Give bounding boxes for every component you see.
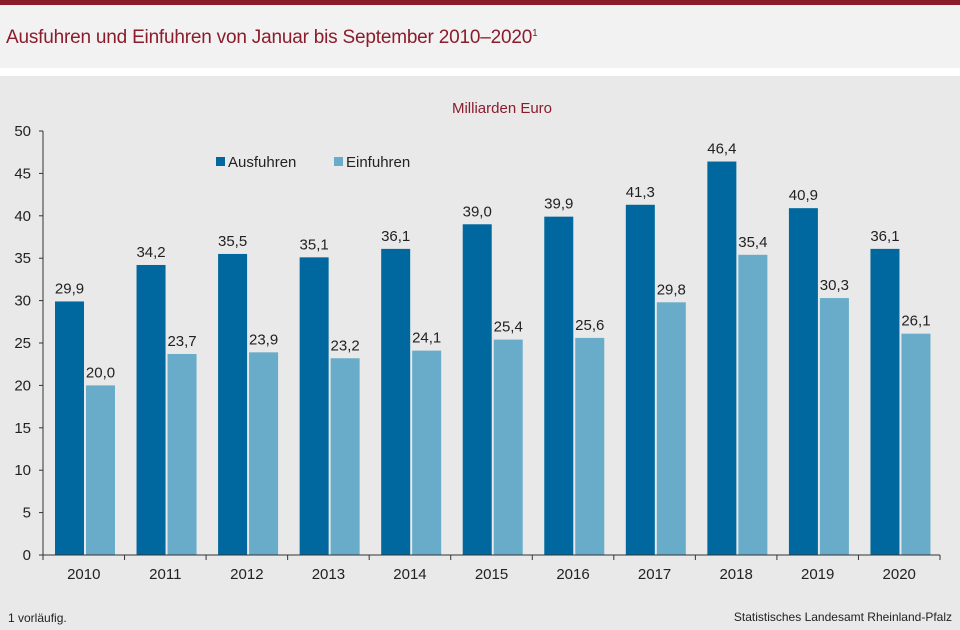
bar-einfuhren (86, 385, 115, 555)
x-tick-label: 2013 (312, 566, 345, 583)
data-label-einfuhren: 25,4 (494, 319, 523, 336)
bar-ausfuhren (544, 216, 574, 555)
bar-ausfuhren (299, 257, 329, 555)
data-label-einfuhren: 30,3 (820, 277, 849, 294)
data-label-ausfuhren: 41,3 (626, 184, 655, 201)
data-label-ausfuhren: 35,1 (300, 236, 329, 253)
bar-ausfuhren (625, 204, 655, 555)
x-tick-label: 2011 (149, 566, 181, 583)
y-tick-label: 40 (14, 208, 31, 225)
y-tick-label: 0 (23, 547, 31, 564)
bar-einfuhren (167, 354, 197, 555)
y-tick-label: 50 (14, 123, 31, 140)
source-credit: Statistisches Landesamt Rheinland-Pfalz (733, 610, 952, 624)
x-axis: 2010 2011 2012 2013 2014 2015 2016 2017 2018 2019… (42, 554, 941, 583)
data-label-ausfuhren: 29,9 (55, 280, 84, 297)
data-label-einfuhren: 35,4 (738, 234, 767, 251)
bar-ausfuhren (136, 264, 166, 555)
unit-label: Milliarden Euro (452, 100, 552, 117)
x-tick-label: 2019 (801, 566, 834, 583)
data-label-einfuhren: 26,1 (901, 313, 930, 330)
y-tick-label: 30 (14, 293, 31, 310)
data-label-ausfuhren: 36,1 (381, 228, 410, 245)
x-tick-label: 2020 (883, 566, 916, 583)
legend-label-ausfuhren: Ausfuhren (228, 154, 296, 171)
top-accent-bar (0, 0, 960, 5)
bar-einfuhren (656, 302, 686, 555)
bar-einfuhren (901, 333, 931, 555)
data-label-einfuhren: 23,9 (249, 331, 278, 348)
bar-einfuhren (493, 339, 523, 555)
data-label-einfuhren: 24,1 (412, 330, 441, 347)
y-tick-label: 45 (14, 165, 31, 182)
data-label-ausfuhren: 36,1 (870, 228, 899, 245)
data-label-einfuhren: 25,6 (575, 317, 604, 334)
bar-ausfuhren (381, 248, 411, 555)
bar-einfuhren (575, 337, 605, 555)
bar-einfuhren (330, 358, 360, 555)
legend: Ausfuhren Einfuhren (216, 154, 410, 171)
y-tick-label: 35 (14, 250, 31, 267)
data-label-einfuhren: 20,0 (86, 364, 115, 381)
separator (0, 68, 960, 76)
x-tick-label: 2010 (67, 566, 100, 583)
y-axis: 0 5 10 15 20 25 30 35 40 45 50 (14, 123, 44, 564)
bar-ausfuhren (55, 301, 84, 555)
bar-ausfuhren (707, 161, 737, 555)
legend-label-einfuhren: Einfuhren (346, 154, 410, 171)
bar-einfuhren (819, 298, 849, 555)
page-title: Ausfuhren und Einfuhren von Januar bis S… (6, 27, 538, 49)
title-text: Ausfuhren und Einfuhren von Januar bis S… (6, 27, 533, 48)
title-footnote-mark: 1 (532, 28, 538, 39)
bar-einfuhren (412, 350, 442, 555)
bar-ausfuhren (870, 248, 900, 555)
data-label-ausfuhren: 34,2 (136, 244, 165, 261)
y-tick-label: 20 (14, 377, 31, 394)
bar-chart: Milliarden Euro 0 5 10 15 20 25 30 35 40 45 50 29,… (14, 100, 941, 583)
x-tick-label: 2015 (475, 566, 508, 583)
x-tick-label: 2012 (230, 566, 263, 583)
x-tick-label: 2014 (393, 566, 426, 583)
bar-einfuhren (738, 254, 768, 556)
x-tick-label: 2017 (638, 566, 671, 583)
y-tick-label: 10 (14, 462, 31, 479)
data-label-einfuhren: 23,7 (167, 333, 196, 350)
bar-einfuhren (249, 352, 279, 555)
bar-ausfuhren (788, 208, 818, 555)
y-tick-label: 25 (14, 335, 31, 352)
data-label-ausfuhren: 39,0 (463, 203, 492, 220)
bar-ausfuhren (218, 253, 248, 555)
data-label-ausfuhren: 40,9 (789, 187, 818, 204)
data-label-einfuhren: 29,8 (657, 281, 686, 298)
legend-swatch-ausfuhren (216, 157, 225, 166)
bar-ausfuhren (462, 224, 492, 555)
x-tick-label: 2018 (719, 566, 752, 583)
footnote: 1 vorläufig. (8, 611, 67, 625)
bars-group: 29,9 20,0 34,2 23,7 35,5 23,9 35,1 23,2 36,1 24,1… (55, 141, 931, 556)
legend-swatch-einfuhren (334, 157, 343, 166)
y-tick-label: 5 (23, 505, 31, 522)
data-label-ausfuhren: 39,9 (544, 196, 573, 213)
title-area: Ausfuhren und Einfuhren von Januar bis S… (0, 5, 960, 68)
data-label-einfuhren: 23,2 (331, 337, 360, 354)
data-label-ausfuhren: 35,5 (218, 233, 247, 250)
y-tick-label: 15 (14, 420, 31, 437)
data-label-ausfuhren: 46,4 (707, 141, 736, 158)
x-tick-label: 2016 (556, 566, 589, 583)
